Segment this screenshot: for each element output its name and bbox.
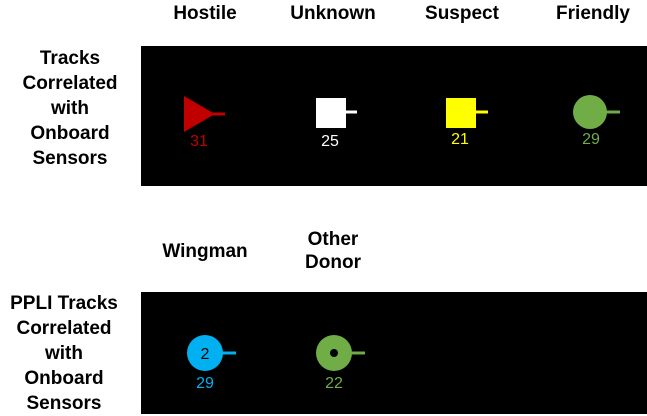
other-donor-track-symbol: 22 [316, 335, 365, 392]
symbol-panel-onboard: 31 25 21 29 [141, 46, 647, 186]
square-icon [446, 98, 476, 128]
symbol-panel-ppli: 2 29 22 [141, 292, 647, 414]
wingman-number: 2 [201, 346, 210, 363]
circle-icon [187, 335, 223, 371]
row-label-line: Correlated [16, 318, 112, 339]
column-header-friendly: Friendly [547, 2, 639, 25]
symbol-panel-canvas: 2 29 22 [187, 335, 365, 392]
column-header-text: Donor [305, 252, 361, 273]
hostile-track-symbol: 31 [184, 96, 225, 150]
unknown-track-symbol: 25 [316, 98, 357, 150]
row-label-line: PPLI Tracks [10, 293, 118, 314]
track-number: 21 [451, 131, 469, 148]
row-label-line: Onboard [30, 123, 110, 144]
track-number: 29 [582, 131, 600, 148]
column-header-other-donor: Other Donor [288, 228, 378, 274]
row-label-line: Sensors [26, 393, 102, 414]
symbol-panel-canvas: 31 25 21 29 [184, 95, 620, 150]
column-header-suspect: Suspect [416, 2, 508, 25]
wingman-track-symbol: 2 29 [187, 335, 236, 392]
friendly-track-symbol: 29 [573, 95, 620, 148]
square-icon [316, 98, 346, 128]
triangle-icon [184, 96, 215, 132]
track-number: 31 [190, 133, 208, 150]
circle-icon [573, 95, 607, 129]
column-header-text: Hostile [173, 3, 237, 24]
row-label-line: with [51, 98, 89, 119]
row-label-line: Onboard [24, 368, 104, 389]
row-label-ppli-tracks: PPLI Tracks Correlated with Onboard Sens… [0, 291, 128, 416]
row-label-line: with [45, 343, 83, 364]
column-header-text: Suspect [425, 3, 499, 24]
column-header-hostile: Hostile [165, 2, 245, 25]
column-header-text: Friendly [556, 3, 630, 24]
track-number: 22 [325, 375, 343, 392]
row-label-line: Sensors [32, 148, 108, 169]
column-header-text: Wingman [162, 241, 248, 262]
column-header-text: Unknown [290, 3, 376, 24]
column-header-text: Other [307, 229, 359, 250]
row-label-line: Tracks [39, 48, 101, 69]
track-number: 25 [321, 133, 339, 150]
row-label-line: Correlated [22, 73, 118, 94]
row-label-tracks-correlated: Tracks Correlated with Onboard Sensors [0, 46, 140, 171]
column-header-unknown: Unknown [283, 2, 383, 25]
column-header-wingman: Wingman [150, 240, 260, 263]
track-number: 29 [196, 375, 214, 392]
center-dot [330, 349, 338, 357]
suspect-track-symbol: 21 [446, 98, 488, 148]
